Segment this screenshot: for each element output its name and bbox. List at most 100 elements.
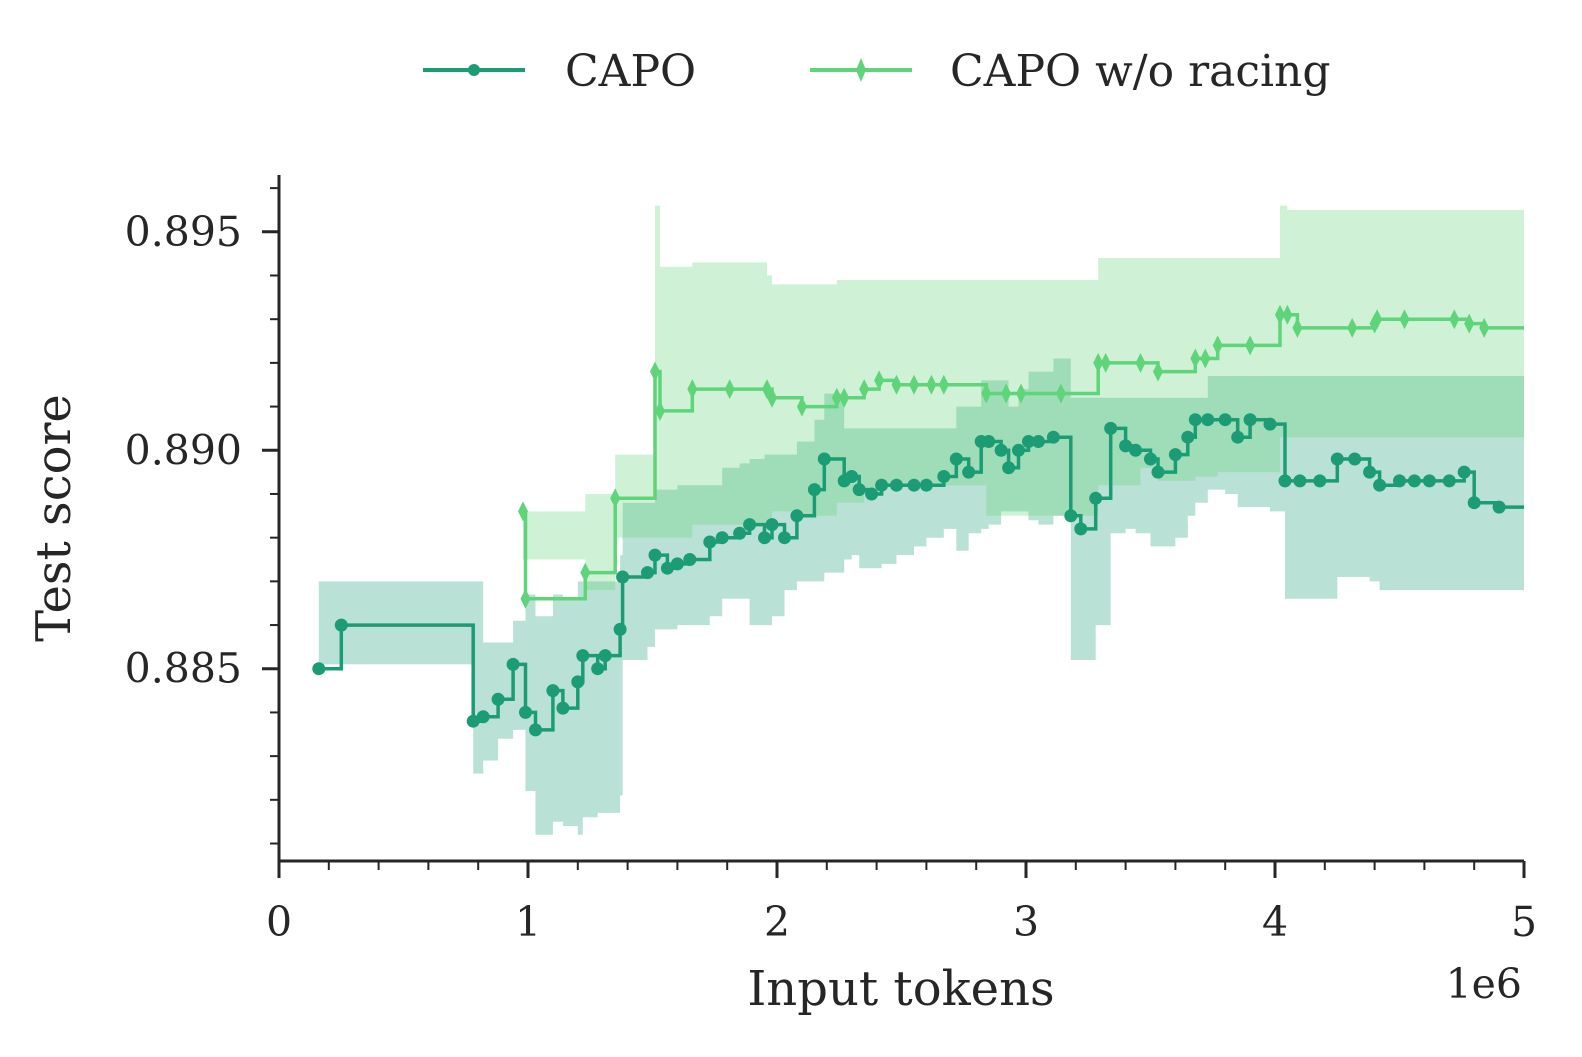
x-tick-label: 3	[1013, 898, 1039, 946]
point-capo-w-o-racing	[655, 400, 665, 421]
point-capo	[1089, 491, 1103, 505]
point-capo-w-o-racing	[859, 379, 870, 400]
point-capo	[613, 622, 627, 636]
series-markers	[312, 304, 1506, 737]
point-capo	[907, 478, 921, 492]
point-capo-w-o-racing	[580, 562, 591, 583]
x-tick-label: 0	[266, 898, 292, 946]
point-capo-w-o-racing	[1093, 352, 1104, 373]
point-capo	[1313, 474, 1327, 488]
point-capo	[875, 478, 889, 492]
point-capo	[982, 435, 996, 448]
point-capo-w-o-racing	[1135, 352, 1146, 373]
x-tick-label: 4	[1262, 898, 1288, 946]
point-capo	[546, 684, 560, 698]
point-capo	[865, 487, 879, 501]
x-tick-label: 1	[515, 898, 541, 946]
point-capo-w-o-racing	[724, 379, 735, 400]
point-capo-w-o-racing	[1212, 335, 1223, 356]
point-capo	[1151, 465, 1165, 479]
point-capo	[576, 649, 590, 663]
point-capo	[919, 478, 933, 492]
point-capo-w-o-racing	[650, 361, 660, 382]
point-capo-w-o-racing	[1282, 304, 1293, 325]
point-capo	[476, 710, 490, 724]
point-capo	[1022, 435, 1035, 448]
point-capo-w-o-racing	[1347, 317, 1358, 338]
point-capo	[937, 470, 951, 483]
axes	[277, 175, 1524, 863]
point-capo-w-o-racing	[926, 374, 937, 395]
point-capo	[817, 452, 831, 466]
point-capo	[1263, 417, 1277, 431]
point-capo-w-o-racing	[1292, 317, 1303, 338]
point-capo	[556, 701, 570, 715]
point-capo-w-o-racing	[1153, 361, 1163, 382]
point-capo-w-o-racing	[1275, 304, 1285, 325]
point-capo	[1363, 465, 1377, 479]
y-tick-label: 0.895	[125, 208, 242, 256]
point-capo	[491, 692, 505, 706]
point-capo	[506, 657, 520, 671]
point-capo	[1129, 443, 1143, 457]
point-capo	[641, 566, 654, 580]
point-capo	[807, 483, 821, 497]
point-capo-w-o-racing	[1479, 317, 1490, 338]
point-capo	[1231, 430, 1245, 444]
point-capo-w-o-racing	[518, 501, 528, 522]
x-tick-label: 5	[1511, 898, 1537, 946]
point-capo	[1031, 435, 1045, 448]
point-capo	[1373, 478, 1387, 492]
point-capo	[758, 531, 771, 545]
point-capo	[1046, 430, 1060, 444]
confidence-bands	[318, 205, 1524, 835]
legend-marker-capo-wo-racing	[856, 58, 866, 82]
point-capo-w-o-racing	[839, 387, 850, 408]
point-capo	[1188, 413, 1202, 427]
point-capo-w-o-racing	[1372, 309, 1383, 330]
point-capo	[1348, 452, 1362, 466]
point-capo	[648, 548, 662, 562]
point-capo	[703, 535, 717, 549]
point-capo	[852, 483, 866, 497]
point-capo	[519, 705, 532, 719]
y-ticks: 0.885 0.890 0.895	[125, 187, 279, 845]
point-capo	[1457, 465, 1471, 479]
point-capo	[1002, 461, 1016, 475]
point-capo	[765, 518, 779, 532]
point-capo	[1168, 448, 1182, 462]
point-capo	[715, 531, 729, 545]
point-capo	[591, 662, 605, 676]
point-capo-w-o-racing	[1100, 352, 1111, 373]
point-capo	[1064, 509, 1078, 523]
point-capo	[334, 618, 348, 632]
point-capo	[962, 465, 976, 479]
point-capo	[1422, 474, 1436, 488]
band-capo	[318, 358, 1524, 835]
legend-entry-capo: CAPO	[423, 46, 696, 97]
x-axis-offset-label: 1e6	[1446, 960, 1522, 1008]
point-capo-w-o-racing	[687, 379, 698, 400]
point-capo	[1181, 430, 1195, 444]
point-capo	[683, 553, 697, 566]
legend: CAPO CAPO w/o racing	[423, 46, 1331, 97]
point-capo	[1492, 500, 1506, 514]
point-capo	[733, 526, 747, 540]
point-capo-w-o-racing	[874, 370, 885, 391]
legend-marker-capo	[468, 64, 480, 76]
point-capo	[1330, 452, 1344, 466]
point-capo-w-o-racing	[1464, 313, 1475, 334]
point-capo	[598, 649, 612, 663]
legend-label-capo-wo-racing: CAPO w/o racing	[950, 46, 1331, 97]
point-capo-w-o-racing	[610, 488, 621, 509]
point-capo-w-o-racing	[909, 374, 919, 395]
point-capo	[466, 714, 480, 728]
point-capo	[1074, 522, 1088, 536]
point-capo-w-o-racing	[1190, 348, 1201, 369]
point-capo	[949, 452, 963, 466]
point-capo	[1119, 439, 1133, 453]
x-axis-title: Input tokens	[747, 961, 1054, 1017]
point-capo-w-o-racing	[767, 387, 777, 408]
point-capo-w-o-racing	[1449, 309, 1460, 330]
